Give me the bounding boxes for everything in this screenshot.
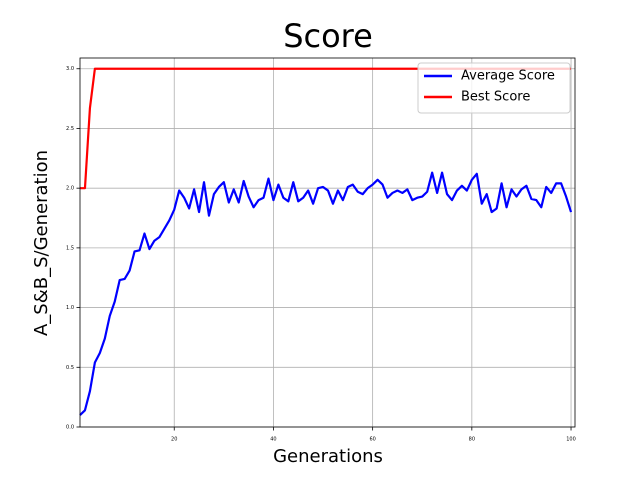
plot-frame: [79, 57, 576, 428]
y-tick-label: 3.0: [66, 66, 74, 72]
x-tick-label: 100: [566, 437, 576, 443]
series-line: [79, 171, 573, 416]
y-tick-label: 0.0: [66, 425, 74, 431]
y-tick-label: 0.5: [66, 365, 74, 371]
y-tick-label: 1.5: [66, 245, 74, 251]
y-tick-label: 2.0: [66, 186, 74, 192]
legend-label: Average Score: [461, 69, 555, 84]
legend-label: Best Score: [461, 90, 530, 105]
x-tick-label: 40: [270, 437, 276, 443]
x-tick-label: 60: [369, 437, 375, 443]
legend-box: [417, 62, 571, 114]
chart-title: Score: [283, 17, 373, 55]
x-axis-label: Generations: [273, 446, 383, 467]
y-tick-label: 2.5: [66, 126, 74, 132]
x-tick-label: 80: [469, 437, 475, 443]
y-tick-label: 1.0: [66, 305, 74, 311]
y-axis-label: A_S&B_S/Generation: [31, 150, 52, 336]
x-tick-label: 20: [171, 437, 177, 443]
